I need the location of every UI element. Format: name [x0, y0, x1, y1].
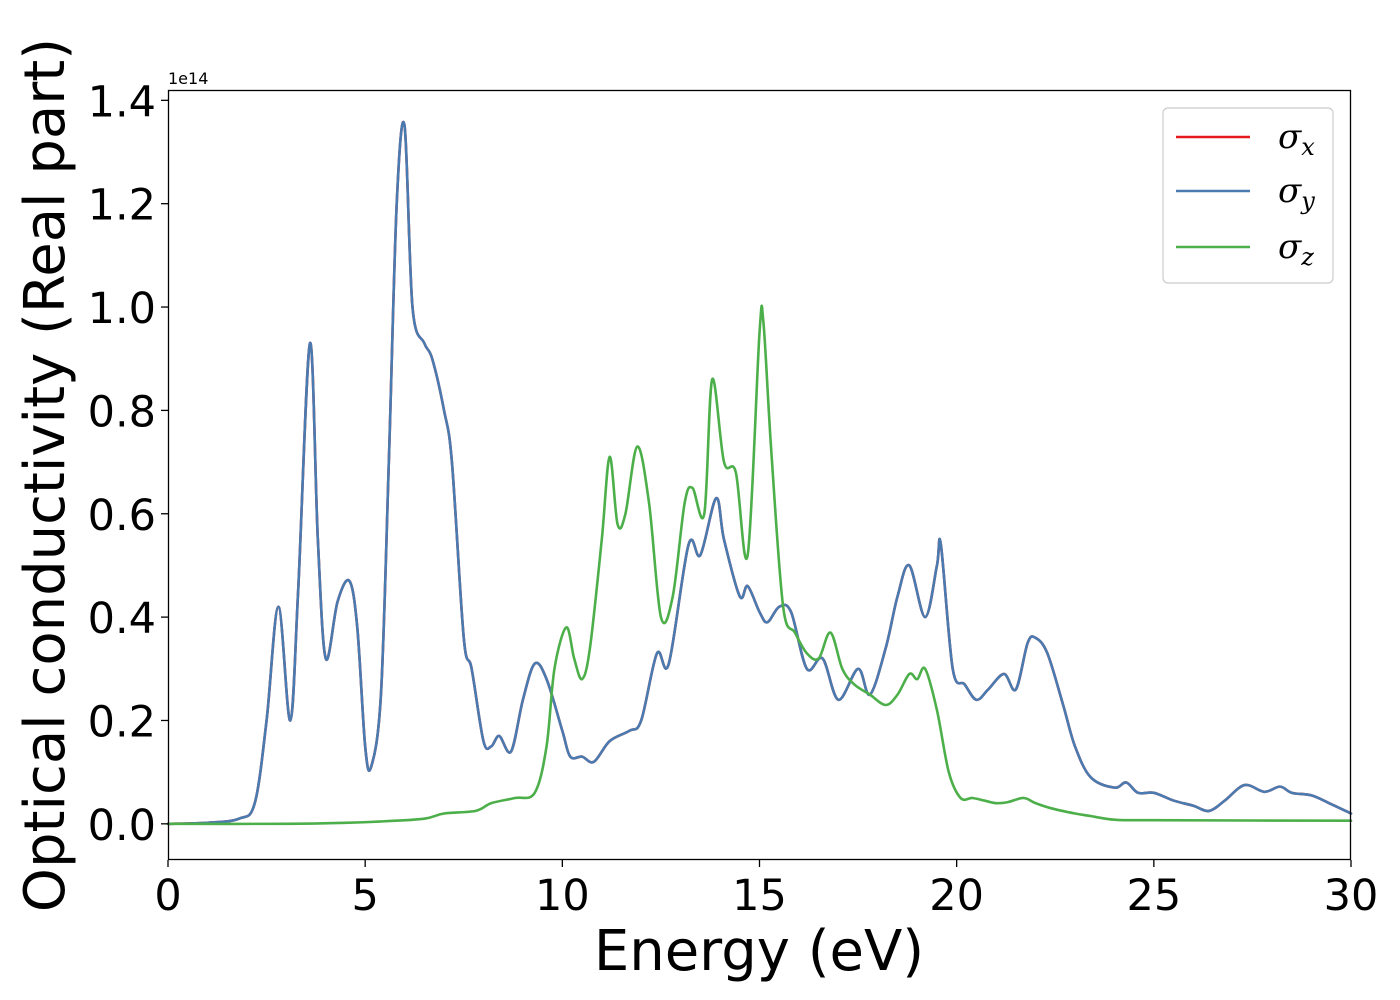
y-tick-label: 0.8: [88, 387, 156, 437]
y-tick-label: 0.2: [88, 697, 156, 747]
y-tick-label: 0.6: [88, 491, 156, 541]
y-tick-label: 1.0: [88, 284, 156, 334]
series-layer: [166, 120, 1353, 826]
y-axis: 0.0 0.2 0.4 0.6 0.8 1.0 1.2 1.4: [88, 77, 168, 851]
x-tick-label: 10: [535, 871, 590, 921]
legend: σx σy σz: [1162, 107, 1334, 284]
x-tick-label: 15: [732, 871, 787, 921]
y-axis-label: Optical conductivity (Real part): [13, 38, 78, 912]
legend-label-x: σx: [1278, 117, 1315, 161]
legend-label-y: σy: [1278, 171, 1315, 215]
x-tick-label: 25: [1126, 871, 1181, 921]
plot-frame: [167, 89, 1352, 861]
x-axis-label: Energy (eV): [594, 919, 924, 984]
x-tick-label: 20: [929, 871, 984, 921]
y-tick-label: 0.4: [88, 594, 156, 644]
y-offset-label: 1e14: [168, 69, 208, 88]
x-tick-label: 30: [1324, 871, 1379, 921]
x-tick-label: 0: [154, 871, 181, 921]
y-tick-label: 1.4: [88, 77, 156, 127]
x-axis: 0 5 10 15 20 25 30: [154, 860, 1378, 921]
series-line-z: [166, 304, 1353, 826]
y-tick-label: 1.2: [88, 181, 156, 231]
y-tick-label: 0.0: [88, 801, 156, 851]
x-tick-label: 5: [351, 871, 378, 921]
legend-box: [1162, 107, 1334, 284]
legend-label-z: σz: [1278, 227, 1314, 271]
series-line-y: [166, 120, 1353, 826]
